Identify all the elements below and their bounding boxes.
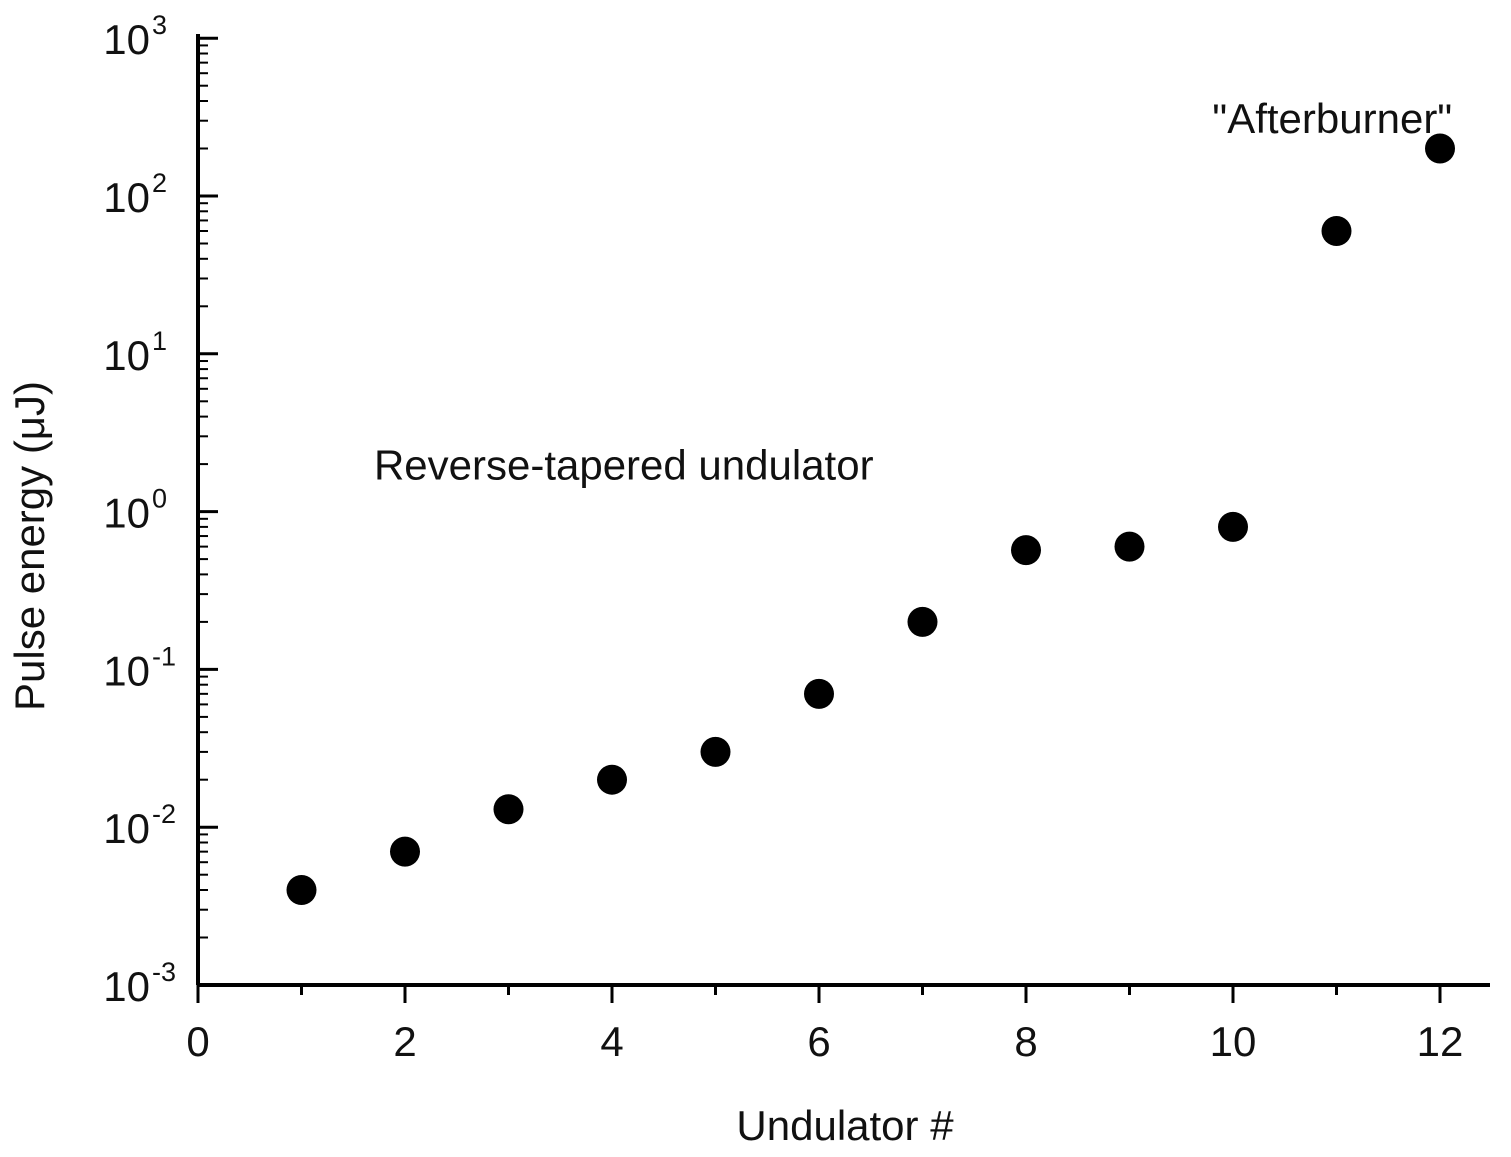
data-point xyxy=(286,874,317,905)
y-tick-exponent: 0 xyxy=(152,484,167,514)
data-point xyxy=(1425,133,1455,164)
y-tick-exponent: -3 xyxy=(152,957,176,987)
y-tick-label: 10 xyxy=(103,490,150,537)
y-tick-label: 10 xyxy=(103,963,150,1010)
y-tick-label: 10 xyxy=(103,16,150,63)
data-point xyxy=(1114,531,1145,562)
y-axis-title: Pulse energy (μJ) xyxy=(6,381,53,711)
x-tick-label: 2 xyxy=(393,1018,416,1065)
y-tick-exponent: 2 xyxy=(152,168,167,198)
y-tick-exponent: 1 xyxy=(152,326,167,356)
x-tick-label: 10 xyxy=(1210,1018,1257,1065)
data-point xyxy=(493,794,524,825)
annotation-label: "Afterburner" xyxy=(1212,95,1452,142)
y-tick-exponent: 3 xyxy=(152,10,167,40)
x-tick-label: 8 xyxy=(1014,1018,1037,1065)
annotation-label: Reverse-tapered undulator xyxy=(374,441,874,488)
x-tick-label: 0 xyxy=(186,1018,209,1065)
axes xyxy=(196,34,1490,987)
data-point xyxy=(390,836,420,867)
data-points xyxy=(286,133,1455,905)
y-tick-label: 10 xyxy=(103,647,150,694)
y-tick-exponent: -2 xyxy=(152,799,176,829)
x-axis-title: Undulator # xyxy=(736,1102,954,1149)
y-tick-label: 10 xyxy=(103,805,150,852)
x-tick-label: 6 xyxy=(807,1018,830,1065)
x-tick-label: 4 xyxy=(600,1018,623,1065)
data-point xyxy=(907,606,938,637)
data-point xyxy=(804,678,834,709)
x-axis-ticks: 0 2 4 6 8 10 12 xyxy=(186,985,1463,1065)
y-tick-label: 10 xyxy=(103,332,150,379)
data-point xyxy=(1011,535,1041,566)
x-tick-label: 12 xyxy=(1417,1018,1464,1065)
data-point xyxy=(597,764,627,795)
y-tick-exponent: -1 xyxy=(152,641,176,671)
y-tick-label: 10 xyxy=(103,174,150,221)
data-point xyxy=(700,736,731,767)
data-point xyxy=(1218,511,1248,542)
annotations: "Afterburner" Reverse-tapered undulator xyxy=(374,95,1452,488)
data-point xyxy=(1321,216,1352,247)
